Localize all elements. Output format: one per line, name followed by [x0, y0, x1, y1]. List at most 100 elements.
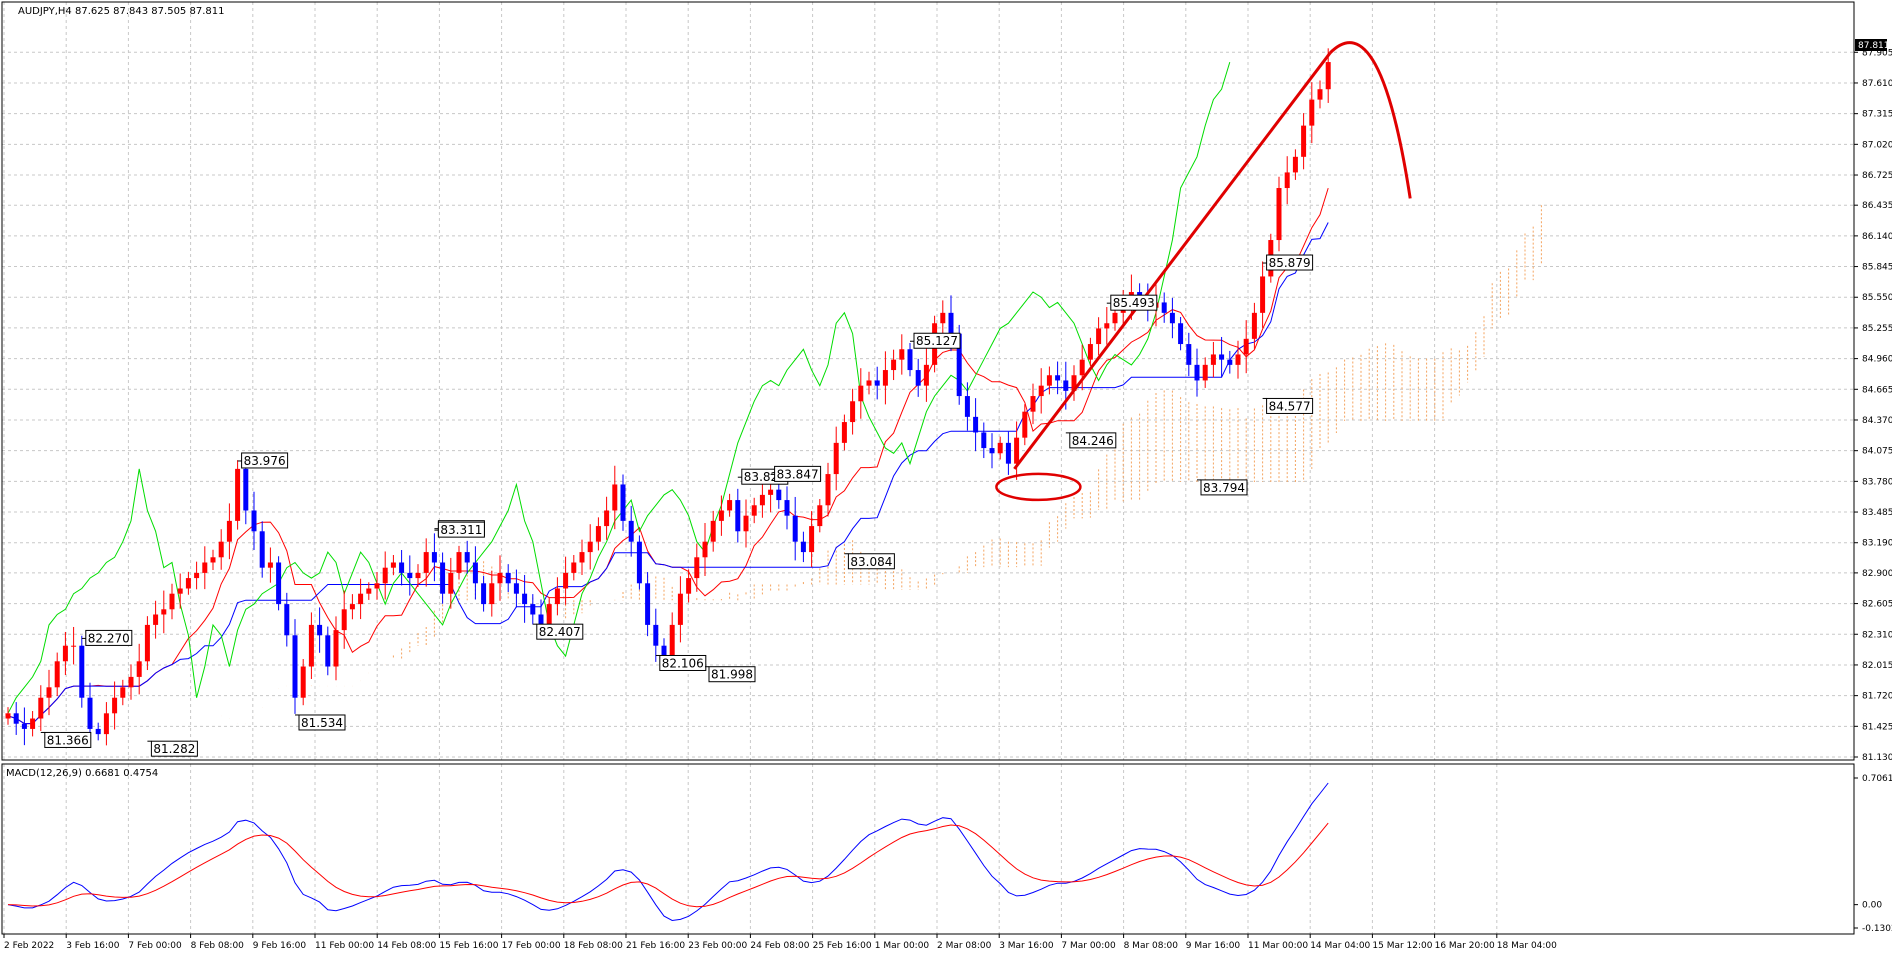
label-box	[847, 553, 895, 570]
candle-body	[464, 552, 470, 563]
price-label-low: 83.084	[844, 553, 895, 570]
candle-body	[235, 468, 241, 521]
candle-body	[120, 687, 126, 698]
candle-body	[956, 333, 962, 397]
candle-body	[1284, 172, 1290, 189]
candle-body	[390, 562, 396, 568]
candle-body	[407, 572, 413, 579]
label-box	[1069, 432, 1117, 449]
candle-body	[30, 718, 36, 729]
projection-curve	[1329, 41, 1412, 199]
label-text: 83.311	[440, 523, 482, 537]
candle-body	[702, 541, 708, 558]
candle-body	[128, 676, 134, 688]
candle-body	[13, 713, 19, 724]
x-tick-label: 2 Feb 2022	[4, 941, 54, 951]
label-box	[298, 714, 346, 731]
x-tick-label: 18 Mar 04:00	[1497, 941, 1557, 951]
candle-body	[194, 572, 200, 579]
candle-body	[1022, 411, 1028, 438]
candle-body	[513, 583, 519, 594]
candle-body	[743, 515, 749, 532]
x-tick-label: 14 Feb 08:00	[377, 941, 436, 951]
candle-body	[964, 396, 970, 417]
label-box	[913, 332, 961, 349]
candle-body	[202, 562, 208, 573]
candle-body	[595, 526, 601, 542]
y-tick-label: 84.665	[1862, 385, 1892, 395]
x-tick-label: 8 Mar 08:00	[1124, 941, 1179, 951]
candle-body	[153, 614, 159, 625]
candle-body	[915, 370, 921, 386]
label-box	[150, 740, 198, 757]
candle-body	[456, 552, 462, 573]
trend-annotation	[995, 41, 1412, 502]
label-text: 83.976	[244, 454, 286, 468]
x-tick-label: 24 Feb 08:00	[750, 941, 809, 951]
candle-body	[21, 723, 27, 729]
candle-body	[366, 588, 372, 594]
indicator-lines	[7, 61, 1329, 725]
price-label-low: 82.106	[655, 654, 707, 671]
candle-body	[776, 489, 782, 501]
candle-body	[604, 510, 610, 527]
price-label-high: 85.879	[1262, 254, 1314, 271]
candle-body	[554, 588, 560, 605]
candle-body	[431, 552, 437, 563]
y-tick-label: 84.075	[1862, 447, 1892, 457]
label-text: 82.270	[88, 631, 130, 645]
candle-body	[1202, 364, 1208, 381]
candle-body	[448, 572, 454, 594]
x-tick-label: 9 Mar 16:00	[1186, 941, 1241, 951]
candle-body	[653, 624, 659, 646]
candle-body	[1161, 302, 1167, 313]
y-tick-label: 86.725	[1862, 171, 1892, 181]
candlesticks	[5, 48, 1331, 746]
y-tick-label: 87.905	[1862, 48, 1892, 58]
macd-header: MACD(12,26,9) 0.6681 0.4754	[6, 768, 158, 779]
candle-body	[1292, 156, 1298, 173]
y-tick-label: 85.255	[1862, 324, 1892, 334]
low-highlight-ellipse	[995, 472, 1082, 502]
label-text: 81.998	[711, 668, 753, 682]
trend-line	[1013, 51, 1332, 470]
candle-body	[112, 697, 118, 714]
candle-body	[1309, 99, 1315, 126]
price-label-low: 82.407	[532, 623, 584, 640]
candle-body	[423, 552, 429, 573]
candle-body	[87, 697, 93, 729]
candle-body	[997, 442, 1003, 454]
x-tick-label: 14 Mar 04:00	[1310, 941, 1370, 951]
y-tick-label: 87.020	[1862, 140, 1892, 150]
candle-body	[382, 567, 388, 584]
candle-body	[341, 609, 347, 631]
candle-body	[817, 505, 823, 527]
price-label-high: 83.311	[434, 521, 485, 538]
label-box	[1110, 294, 1158, 311]
candle-body	[95, 728, 101, 735]
ichimoku-cloud	[310, 205, 1542, 687]
candle-body	[210, 557, 216, 563]
candle-body	[1055, 375, 1061, 381]
label-box	[1266, 397, 1314, 414]
candle-body	[1251, 312, 1257, 339]
price-label-high: 82.270	[81, 629, 133, 646]
candle-body	[686, 578, 692, 594]
y-tick-label: 82.310	[1862, 630, 1892, 640]
candle-body	[612, 484, 618, 511]
x-tick-label: 3 Mar 16:00	[999, 941, 1054, 951]
label-box	[774, 465, 822, 482]
y-tick-label: 83.780	[1862, 477, 1892, 487]
y-tick-label: 83.190	[1862, 539, 1892, 549]
x-tick-label: 7 Feb 00:00	[128, 941, 182, 951]
grid-lines	[2, 2, 1854, 934]
price-label-high: 85.493	[1106, 294, 1158, 311]
current-price-tag	[1855, 39, 1887, 51]
label-text: 85.493	[1113, 296, 1155, 310]
price-label-low: 84.246	[1065, 432, 1117, 449]
candle-body	[1235, 354, 1241, 365]
label-text: 81.282	[153, 742, 195, 756]
y-tick-label: 84.960	[1862, 355, 1892, 365]
candle-body	[1186, 344, 1192, 365]
